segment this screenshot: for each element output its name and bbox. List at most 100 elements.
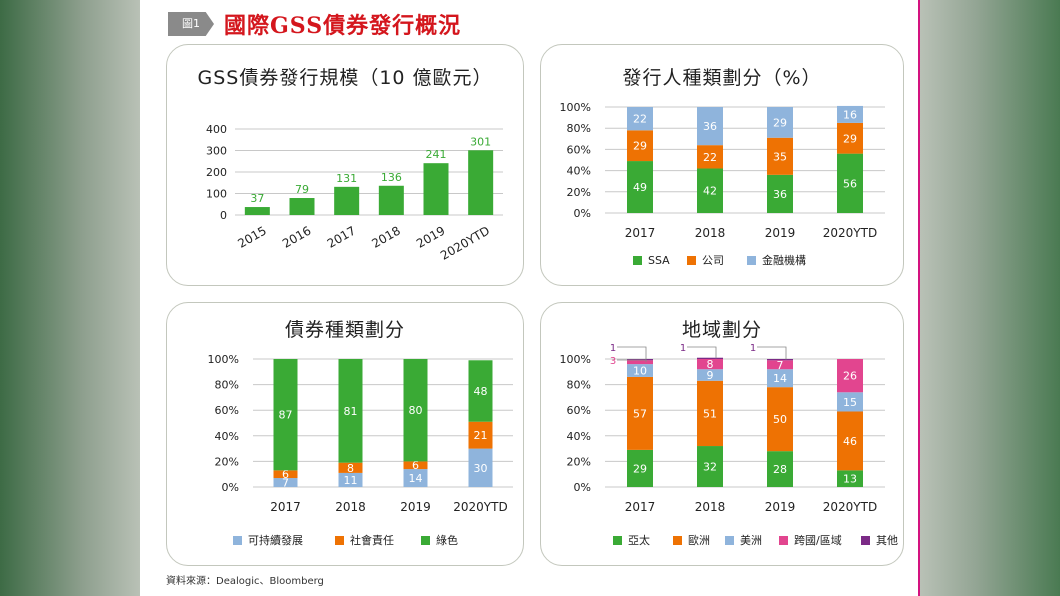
data-label: 22 (633, 113, 647, 126)
panel-region: 地域劃分 0% 20% 40% 60% 80% 100% 29 57 10 2017 32 51 9 8 2… (540, 302, 904, 566)
legend-label: 綠色 (436, 533, 458, 547)
data-label: 30 (474, 462, 488, 475)
bar-segment (697, 145, 723, 169)
bar-segment (627, 364, 653, 377)
bar-segment (273, 359, 298, 471)
data-label: 29 (773, 116, 787, 129)
x-tick-label: 2020YTD (823, 226, 877, 240)
x-tick-label: 2017 (325, 223, 358, 250)
bar (378, 185, 404, 215)
legend-label: 跨國/區域 (794, 534, 842, 547)
bar-segment (767, 107, 793, 138)
legend-label: SSA (648, 254, 670, 267)
data-label: 37 (250, 192, 264, 205)
bar-segment (837, 470, 863, 487)
legend-swatch (421, 536, 430, 545)
y-tick-label: 0% (222, 481, 239, 494)
legend-label: 亞太 (628, 534, 650, 547)
data-label: 57 (633, 407, 647, 420)
data-label: 48 (474, 385, 488, 398)
x-tick-label: 2020YTD (438, 223, 492, 262)
bar-segment (837, 392, 863, 412)
data-label: 32 (703, 461, 717, 474)
legend-label: 歐洲 (688, 533, 710, 547)
bar-segment (697, 369, 723, 381)
y-tick-label: 40% (567, 430, 591, 443)
x-tick-label: 2020YTD (453, 500, 507, 514)
chart-bondtype: 0%20%40%60%80%100%7687201711881201814680… (208, 353, 513, 547)
data-label: 16 (843, 108, 857, 121)
bar-segment (273, 478, 298, 487)
data-label: 56 (843, 177, 857, 190)
bar-segment (767, 451, 793, 487)
x-tick-label: 2019 (765, 226, 796, 240)
x-tick-label: 2018 (695, 500, 726, 514)
data-label: 87 (279, 409, 293, 422)
data-label: 241 (426, 148, 447, 161)
data-label: 7 (777, 359, 784, 372)
chart-issuer: 0% 20% 40% 60% 80% 100% 49 29 22 2017 42 22 36 2018 36… (560, 101, 885, 267)
legend-swatch (233, 536, 242, 545)
callout-label: 1 (680, 343, 686, 354)
legend-swatch (335, 536, 344, 545)
bar-segment (627, 107, 653, 131)
panel-issuer: 發行人種類劃分（%） 0% 20% 40% 60% 80% 100% 49 29 22 2017 4… (540, 44, 904, 286)
legend-label: 美洲 (740, 534, 762, 547)
source-note: 資料來源：Dealogic、Bloomberg (166, 576, 324, 587)
y-tick-label: 40% (567, 165, 591, 178)
x-tick-label: 2018 (695, 226, 726, 240)
y-tick-label: 80% (567, 122, 591, 135)
data-label: 8 (347, 462, 354, 475)
bar-segment (403, 469, 428, 487)
chart-title-bondtype: 債券種類劃分 (284, 319, 405, 341)
bar (289, 198, 315, 215)
data-label: 22 (703, 151, 717, 164)
data-label: 80 (409, 404, 423, 417)
data-label: 21 (474, 429, 488, 442)
data-label: 7 (282, 477, 289, 490)
x-tick-label: 2020YTD (823, 500, 877, 514)
panel-bondtype: 債券種類劃分 0% 20% 40% 60% 80% 100% 7 6 87 2017 11 8 81 20… (166, 302, 524, 566)
bar-segment (627, 449, 653, 487)
y-tick-label: 0% (574, 481, 591, 494)
bar (334, 186, 360, 215)
bar-segment (468, 360, 493, 422)
data-label: 14 (409, 472, 423, 485)
bar (423, 163, 449, 215)
data-label: 15 (843, 396, 857, 409)
bar-segment (697, 380, 723, 447)
x-tick-label: 2019 (400, 500, 431, 514)
y-tick-label: 60% (567, 404, 591, 417)
chart-title-region: 地域劃分 (681, 319, 762, 341)
y-tick-label: 80% (215, 379, 239, 392)
data-label: 36 (773, 188, 787, 201)
bar-segment (627, 130, 653, 162)
legend-swatch (613, 536, 622, 545)
legend-label: 公司 (702, 254, 724, 267)
x-tick-label: 2019 (414, 223, 447, 250)
chart-region: 0% 20% 40% 60% 80% 100% 29 57 10 2017 32 51 98 2018 28… (560, 343, 898, 547)
callout-label: 1 (610, 343, 616, 354)
callout-line (617, 359, 647, 363)
data-label: 26 (843, 370, 857, 383)
bar-segment (697, 168, 723, 213)
data-label: 8 (707, 358, 714, 371)
y-tick-label: 100% (208, 353, 239, 366)
bar-segment (767, 387, 793, 452)
data-label: 35 (773, 150, 787, 163)
data-label: 11 (344, 474, 358, 487)
bar-segment (837, 153, 863, 213)
x-tick-label: 2017 (625, 226, 656, 240)
data-label: 49 (633, 181, 647, 194)
data-label: 50 (773, 413, 787, 426)
chart-title-issuance: GSS債券發行規模（10 億歐元） (197, 67, 493, 89)
panel-issuance: GSS債券發行規模（10 億歐元） 0 100 200 300 400 37 2015 79 2… (166, 44, 524, 286)
bar-segment (697, 357, 723, 359)
legend-swatch (673, 536, 682, 545)
bar-segment (697, 446, 723, 487)
callout-label: 1 (750, 343, 756, 354)
bar (468, 150, 494, 215)
data-label: 13 (843, 473, 857, 486)
bar-segment (767, 137, 793, 175)
bar-segment (403, 461, 428, 470)
